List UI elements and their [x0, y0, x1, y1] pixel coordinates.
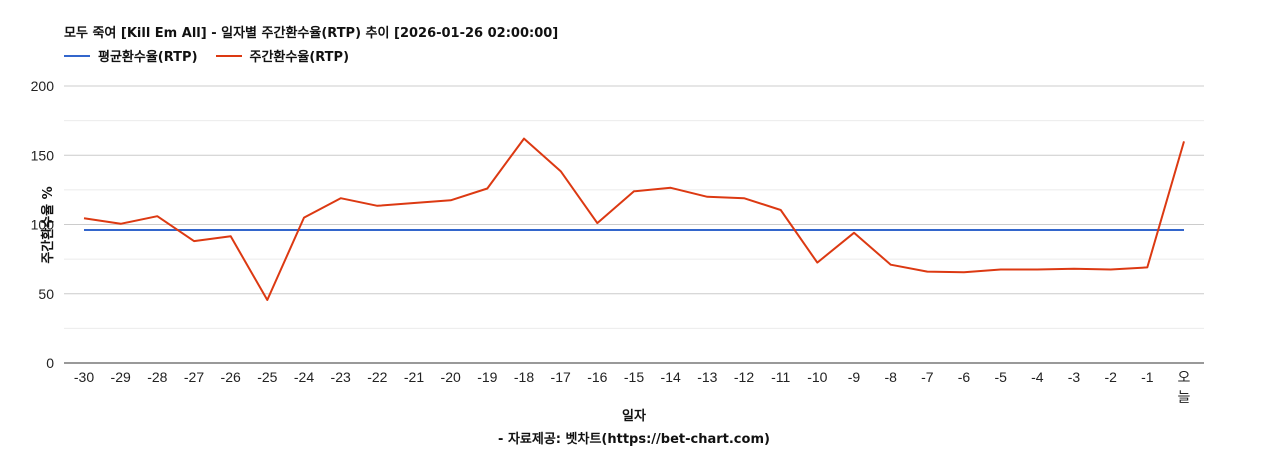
- x-tick-label: -22: [367, 369, 387, 385]
- x-tick-label: -3: [1068, 369, 1081, 385]
- y-tick-label: 150: [31, 147, 55, 163]
- chart-title: 모두 죽여 [Kill Em All] - 일자별 주간환수율(RTP) 추이 …: [64, 26, 559, 41]
- x-tick-label: -24: [294, 369, 314, 385]
- x-tick-label: -7: [921, 369, 934, 385]
- gridlines: [64, 85, 1204, 329]
- x-tick-label: -21: [404, 369, 424, 385]
- y-tick-label: 200: [31, 78, 55, 94]
- legend-swatch-blue-line-icon: [64, 54, 90, 57]
- weekly-rtp-line[interactable]: [83, 137, 1185, 301]
- x-tick-label: -11: [771, 369, 790, 385]
- x-tick-label: -12: [734, 369, 754, 385]
- x-tick-label: -25: [257, 369, 277, 385]
- x-tick-label: -15: [624, 369, 644, 385]
- legend: 평균환수율(RTP) 주간환수율(RTP): [64, 46, 367, 65]
- x-tick-label: -2: [1104, 369, 1117, 385]
- x-tick-label: -17: [551, 369, 571, 385]
- x-tick-label: -16: [587, 369, 607, 385]
- y-tick-label: 50: [38, 286, 54, 302]
- x-tick-label: -9: [848, 369, 861, 385]
- x-tick-label: -18: [514, 369, 534, 385]
- x-tick-label: -30: [74, 369, 94, 385]
- x-tick-label: -4: [1031, 369, 1044, 385]
- x-tick-label: -6: [958, 369, 971, 385]
- x-tick-label: -20: [441, 369, 461, 385]
- legend-item-weekly-rtp[interactable]: 주간환수율(RTP): [215, 46, 350, 65]
- y-tick-label: 100: [31, 217, 55, 233]
- x-tick-label: -23: [331, 369, 351, 385]
- x-tick-label: -27: [184, 369, 204, 385]
- legend-label: 평균환수율(RTP): [98, 50, 198, 65]
- x-tick-label: -10: [807, 369, 827, 385]
- x-tick-label: -19: [477, 369, 497, 385]
- legend-item-average-rtp[interactable]: 평균환수율(RTP): [64, 46, 198, 65]
- legend-swatch-red-line-icon: [215, 54, 242, 57]
- y-axis-ticks: 0 50 100 150 200: [31, 78, 55, 371]
- x-tick-label: -29: [111, 369, 131, 385]
- x-tick-label: -28: [147, 369, 167, 385]
- x-tick-label: -13: [697, 369, 717, 385]
- y-tick-label: 0: [46, 355, 54, 371]
- series-lines: [83, 137, 1185, 301]
- y-axis-label: 주간환수율 %: [41, 186, 57, 264]
- x-tick-label: -14: [661, 369, 681, 385]
- source-credit: - 자료제공: 벳차트(https://bet-chart.com): [498, 432, 770, 447]
- x-axis-ticks: -30 -29 -28 -27 -26 -25 -24 -23 -22 -21 -20 -19 -18 -…: [74, 369, 1191, 405]
- x-tick-label: -8: [884, 369, 897, 385]
- x-axis-label: 일자: [622, 409, 646, 424]
- legend-label: 주간환수율(RTP): [249, 50, 350, 65]
- x-tick-label: -5: [994, 369, 1007, 385]
- x-tick-label: -26: [221, 369, 241, 385]
- x-tick-label: -1: [1141, 369, 1154, 385]
